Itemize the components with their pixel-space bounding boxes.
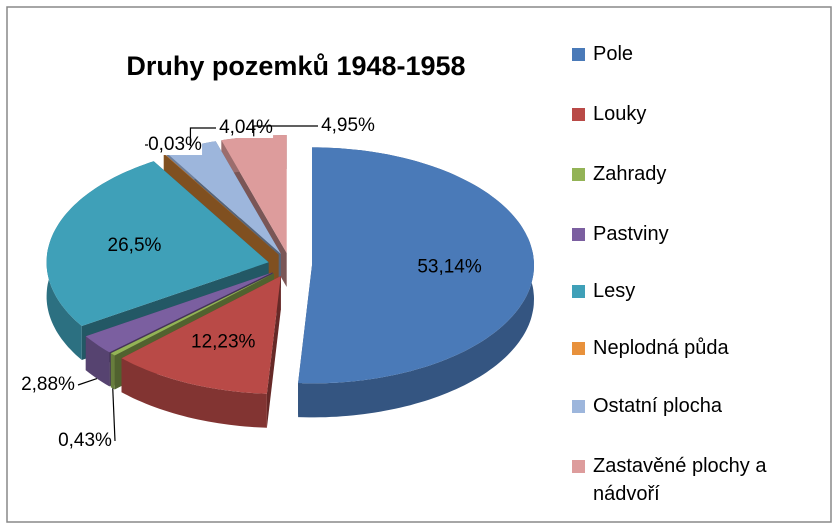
pie-slice <box>46 161 269 326</box>
label-bg <box>58 430 113 452</box>
data-label: 53,14% <box>417 257 482 278</box>
slice-side <box>121 358 267 428</box>
slice-side <box>110 353 115 390</box>
pie-slice <box>121 276 281 394</box>
data-label: 2,88% <box>21 374 75 395</box>
legend-swatch <box>572 460 585 473</box>
chart-title: Druhy pozemků 1948-1958 <box>126 51 465 81</box>
data-label: 0,03% <box>148 134 202 155</box>
pie-slice <box>298 147 534 384</box>
slice-side <box>85 336 110 387</box>
pie-slice <box>110 273 274 356</box>
legend-swatch <box>572 228 585 241</box>
legend-label: Louky <box>593 103 647 125</box>
legend-swatch <box>572 168 585 181</box>
data-label: 26,5% <box>108 235 162 256</box>
legend-label: Lesy <box>593 280 636 302</box>
legend-item: Zahrady <box>572 160 666 188</box>
legend-label: Zahrady <box>593 163 667 185</box>
leader-line <box>77 377 98 386</box>
data-label: 0,43% <box>58 430 112 451</box>
pie-slice <box>221 135 287 253</box>
legend-label: Pastviny <box>593 223 669 245</box>
legend-item: Pastviny <box>572 220 669 248</box>
label-bg <box>321 115 376 137</box>
label-bg <box>219 117 274 139</box>
data-label: 4,95% <box>321 115 375 136</box>
legend-item: Louky <box>572 100 646 128</box>
legend-swatch <box>572 48 585 61</box>
label-bg <box>148 134 203 156</box>
data-label: 4,04% <box>219 117 273 138</box>
slice-wall <box>266 276 281 428</box>
legend-label: Ostatní plocha <box>593 395 722 417</box>
legend-swatch <box>572 400 585 413</box>
data-label: 12,23% <box>191 331 256 352</box>
legend-item: Lesy <box>572 277 635 305</box>
pie-slice <box>166 141 281 254</box>
legend-item: Zastavěné plochy a nádvoří <box>572 452 812 508</box>
legend-item: Neplodná půda <box>572 334 729 362</box>
legend-swatch <box>572 285 585 298</box>
leader-line <box>112 388 116 442</box>
legend-label: Neplodná půda <box>593 337 729 359</box>
legend-item: Pole <box>572 40 633 68</box>
leader-line <box>253 125 318 137</box>
leader-line <box>189 127 216 147</box>
pie-slice <box>163 153 279 255</box>
legend-label: Pole <box>593 43 634 65</box>
legend-item: Ostatní plocha <box>572 392 722 420</box>
pie-slice <box>85 272 273 353</box>
legend-swatch <box>572 342 585 355</box>
legend-swatch <box>572 108 585 121</box>
label-bg <box>21 374 76 396</box>
legend-label: Zastavěné plochy a nádvoří <box>593 455 767 505</box>
